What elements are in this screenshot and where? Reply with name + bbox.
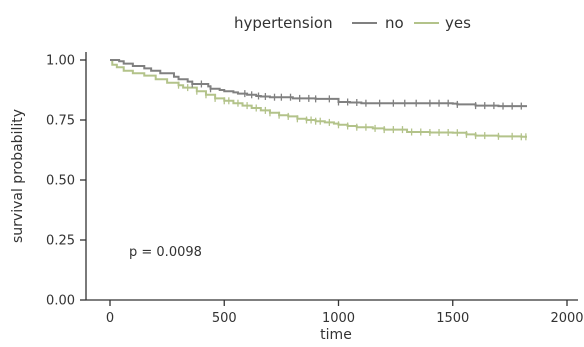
x-tick-label: 2000 [550, 311, 583, 326]
series-yes [110, 59, 528, 141]
y-tick-label: 0.25 [46, 234, 75, 249]
series-no [110, 59, 528, 110]
legend-title: hypertension [234, 14, 333, 32]
legend-label-yes: yes [445, 14, 471, 32]
p-value-annotation: p = 0.0098 [129, 245, 202, 260]
survival-curve-no [110, 59, 528, 108]
y-axis-title: survival probability [10, 109, 26, 243]
y-tick-label: 1.00 [46, 54, 75, 69]
y-tick-label: 0.50 [46, 174, 75, 189]
x-tick-label: 0 [106, 311, 114, 326]
y-tick-label: 0.75 [46, 114, 75, 129]
x-tick-label: 1000 [322, 311, 355, 326]
x-tick-label: 500 [212, 311, 237, 326]
x-axis-title: time [320, 327, 352, 343]
x-tick-label: 1500 [436, 311, 469, 326]
legend-label-no: no [385, 14, 404, 32]
y-tick-label: 0.00 [46, 294, 75, 309]
